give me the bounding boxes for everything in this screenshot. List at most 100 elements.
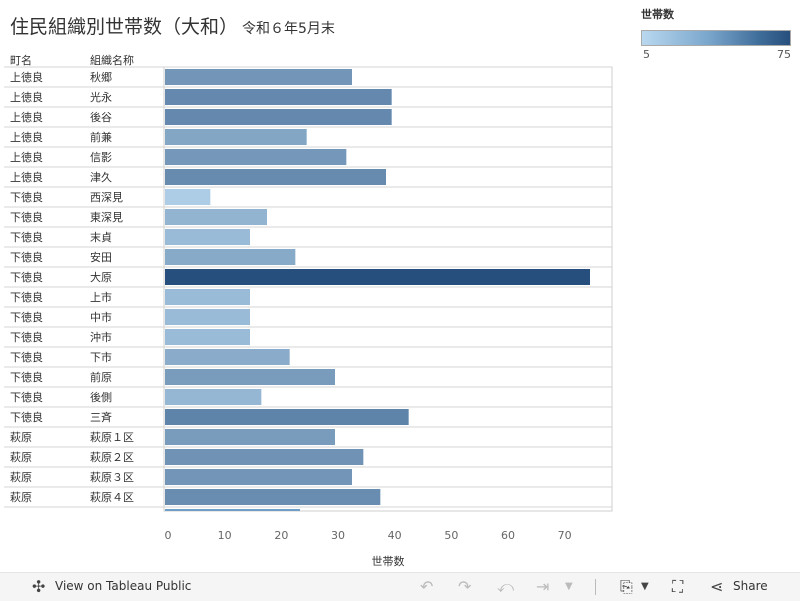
row-org-label: 萩原２区 — [90, 451, 134, 464]
download-dropdown-icon[interactable]: ▼ — [641, 581, 649, 592]
view-on-tableau-link[interactable]: View on Tableau Public — [55, 579, 192, 593]
bar[interactable] — [165, 149, 347, 165]
color-legend[interactable]: 世帯数 5 75 — [641, 6, 793, 61]
row-town-label: 上徳良 — [10, 70, 43, 84]
bar[interactable] — [165, 429, 335, 445]
row-town-label: 上徳良 — [10, 90, 43, 104]
row-org-label: 大原 — [90, 270, 112, 284]
row-org-label: 後側 — [90, 390, 112, 404]
x-tick-label: 40 — [388, 529, 402, 542]
bar[interactable] — [165, 69, 352, 85]
row-town-label: 下徳良 — [10, 250, 43, 264]
x-tick-label: 20 — [274, 529, 288, 542]
x-tick-label: 10 — [218, 529, 232, 542]
row-org-label: 三斉 — [90, 410, 112, 424]
revert-icon[interactable]: ⤺ — [497, 577, 515, 596]
pause-dropdown-icon[interactable]: ▼ — [565, 581, 573, 592]
legend-min: 5 — [643, 48, 650, 61]
tableau-toolbar: ✣ View on Tableau Public ↶ ↷ ⤺ ⇥ ▼ ⎘ ▼ ⛶… — [0, 572, 800, 601]
row-town-label: 上徳良 — [10, 110, 43, 124]
row-org-label: 津久 — [90, 171, 112, 184]
bar[interactable] — [165, 309, 250, 325]
bar[interactable] — [165, 109, 392, 125]
row-town-label: 萩原 — [10, 431, 32, 444]
bar[interactable] — [165, 289, 250, 305]
bar[interactable] — [165, 129, 307, 145]
row-org-label: 東深見 — [90, 211, 123, 224]
row-org-label: 下市 — [90, 350, 112, 364]
bar[interactable] — [165, 409, 409, 425]
row-org-label: 前原 — [90, 370, 112, 384]
row-town-label: 下徳良 — [10, 290, 43, 304]
bar[interactable] — [165, 269, 590, 285]
legend-title: 世帯数 — [641, 8, 674, 21]
x-tick-label: 50 — [444, 529, 458, 542]
fullscreen-icon[interactable]: ⛶ — [672, 577, 684, 596]
download-icon[interactable]: ⎘ — [620, 577, 633, 596]
x-axis-label: 世帯数 — [372, 555, 405, 568]
bar[interactable] — [165, 249, 296, 265]
row-town-label: 下徳良 — [10, 410, 43, 424]
row-org-label: 信影 — [90, 151, 112, 164]
row-org-label: 上市 — [90, 290, 112, 304]
title-sub: 令和６年5月末 — [242, 21, 335, 37]
bar[interactable] — [165, 369, 335, 385]
row-org-label: 秋郷 — [90, 70, 112, 84]
x-tick-label: 60 — [501, 529, 515, 542]
bar[interactable] — [165, 209, 267, 225]
header-org: 組織名称 — [90, 54, 134, 67]
row-town-label: 下徳良 — [10, 350, 43, 364]
row-org-label: 後谷 — [90, 110, 112, 124]
bar[interactable] — [165, 329, 250, 345]
toolbar-divider — [595, 579, 596, 595]
row-town-label: 下徳良 — [10, 190, 43, 204]
bar[interactable] — [165, 349, 290, 365]
undo-icon[interactable]: ↶ — [420, 577, 434, 596]
title-main: 住民組織別世帯数（大和） — [10, 16, 239, 38]
row-org-label: 萩原４区 — [90, 491, 134, 504]
row-town-label: 上徳良 — [10, 170, 43, 184]
row-town-label: 下徳良 — [10, 230, 43, 244]
row-town-label: 下徳良 — [10, 210, 43, 224]
row-org-label: 西深見 — [90, 191, 123, 204]
header-town: 町名 — [10, 54, 32, 67]
redo-icon[interactable]: ↷ — [458, 577, 472, 596]
row-town-label: 下徳良 — [10, 370, 43, 384]
bar[interactable] — [165, 189, 211, 205]
bar[interactable] — [165, 169, 386, 185]
row-town-label: 上徳良 — [10, 130, 43, 144]
row-town-label: 上徳良 — [10, 150, 43, 164]
chart-title: 住民組織別世帯数（大和） 令和６年5月末 — [10, 12, 335, 39]
row-town-label: 下徳良 — [10, 310, 43, 324]
row-org-label: 萩原１区 — [90, 431, 134, 444]
legend-max: 75 — [777, 48, 791, 61]
row-org-label: 中市 — [90, 310, 112, 324]
row-town-label: 下徳良 — [10, 270, 43, 284]
row-org-label: 前兼 — [90, 130, 112, 144]
bar[interactable] — [165, 89, 392, 105]
row-org-label: 光永 — [90, 90, 112, 104]
row-town-label: 下徳良 — [10, 330, 43, 344]
row-org-label: 末貞 — [90, 230, 112, 244]
x-tick-label: 70 — [558, 529, 572, 542]
row-town-label: 萩原 — [10, 451, 32, 464]
bar[interactable] — [165, 449, 364, 465]
share-icon[interactable]: ⋖ — [710, 577, 724, 596]
x-tick-label: 0 — [165, 529, 172, 542]
bar[interactable] — [165, 469, 352, 485]
row-town-label: 萩原 — [10, 491, 32, 504]
row-town-label: 下徳良 — [10, 390, 43, 404]
bar-partial — [165, 509, 300, 511]
legend-gradient — [641, 30, 791, 46]
row-org-label: 沖市 — [90, 330, 112, 344]
share-button[interactable]: Share — [733, 579, 768, 593]
x-tick-label: 30 — [331, 529, 345, 542]
bar[interactable] — [165, 229, 250, 245]
row-town-label: 萩原 — [10, 471, 32, 484]
bar[interactable] — [165, 389, 262, 405]
pause-icon[interactable]: ⇥ — [536, 577, 550, 596]
bar-chart: 上徳良 秋郷上徳良 光永上徳良 後谷上徳良 前兼上徳良 信影上徳良 津久下徳良 西深見下徳良東… — [4, 66, 613, 568]
tableau-logo-icon: ✣ — [32, 577, 46, 596]
row-org-label: 萩原３区 — [90, 471, 134, 484]
bar[interactable] — [165, 489, 381, 505]
